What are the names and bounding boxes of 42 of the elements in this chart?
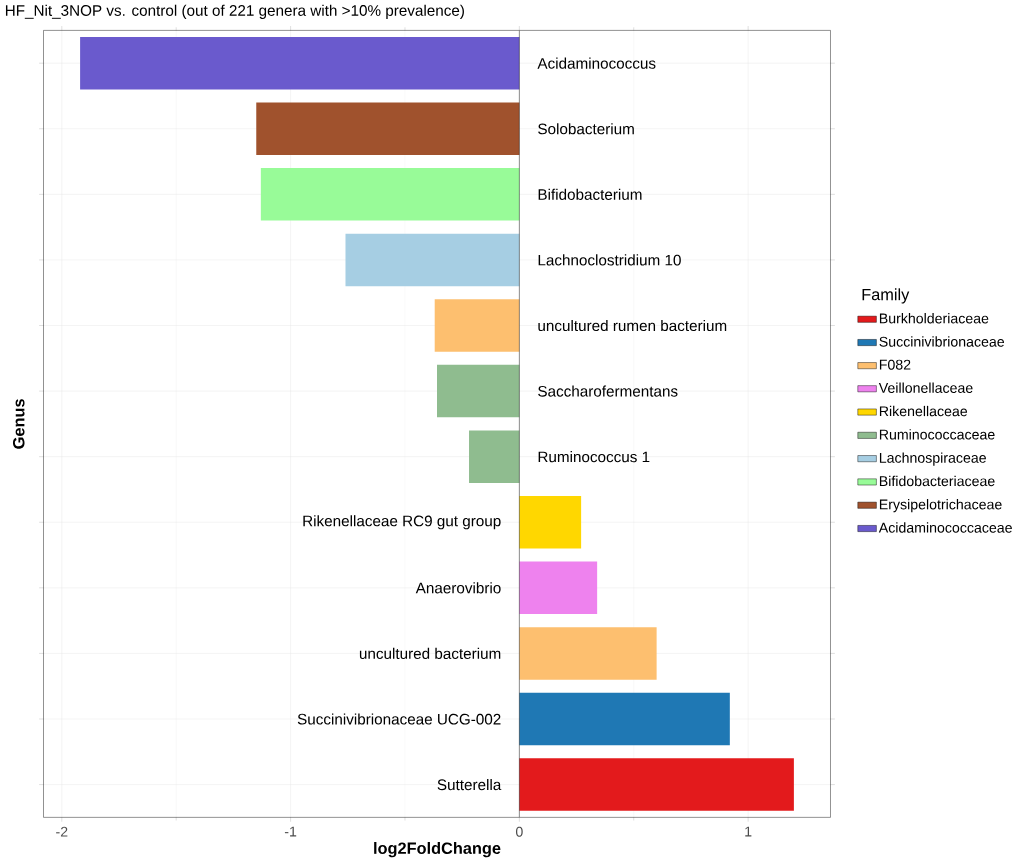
legend-label: Lachnospiraceae [879,452,986,466]
y-tick-label: Anaerovibrio [415,582,501,594]
y-tick-label: Saccharofermentans [538,385,678,397]
bar [345,233,520,287]
y-tick-label: Solobacterium [538,123,634,135]
bar [519,627,657,680]
bar [260,168,520,221]
y-tick-label: Sutterella [437,778,502,791]
y-tick-label: Acidaminococcus [537,57,656,69]
bar [519,758,794,811]
bar [256,102,520,155]
bar [437,364,520,418]
y-tick-label: Succinivibrionaceae UCG-002 [297,713,501,725]
y-tick-label: Lachnoclostridium 10 [538,254,681,266]
x-tick-label: 0 [515,826,523,837]
legend-label: Succinivibrionaceae [879,336,1005,347]
y-tick-label: Bifidobacterium [538,188,642,200]
y-tick-label: Ruminococcus 1 [538,451,650,463]
legend-label: Veillonellaceae [878,382,973,393]
legend-label: Rikenellaceae [879,405,968,417]
x-tick-label: -1 [284,826,297,837]
bar [519,561,598,615]
legend-label: Bifidobacteriaceae [879,475,995,487]
x-axis-title: log2FoldChange [374,841,501,858]
bar [434,299,520,352]
y-tick-label: uncultured bacterium [359,647,501,660]
y-tick-label: uncultured rumen bacterium [538,319,727,332]
x-tick-label: -2 [56,826,68,837]
legend-label: Burkholderiaceae [879,313,989,324]
chart-title: HF_Nit_3NOP vs. control (out of 221 genera with >10% prevalence) [5,4,464,19]
legend-label: Ruminococcaceae [879,429,995,440]
bar [80,36,520,90]
y-tick-label: Rikenellaceae RC9 gut group [303,515,501,530]
x-tick-label: 1 [745,826,752,837]
y-axis-title: Genus [12,399,25,449]
legend-label: Acidaminococcaceae [878,522,1012,533]
legend-label: Erysipelotrichaceae [879,499,1002,513]
legend-title: Family [862,288,910,304]
legend-label: F082 [879,359,911,370]
bar [519,496,582,549]
bar [469,430,520,483]
bar [519,692,730,746]
